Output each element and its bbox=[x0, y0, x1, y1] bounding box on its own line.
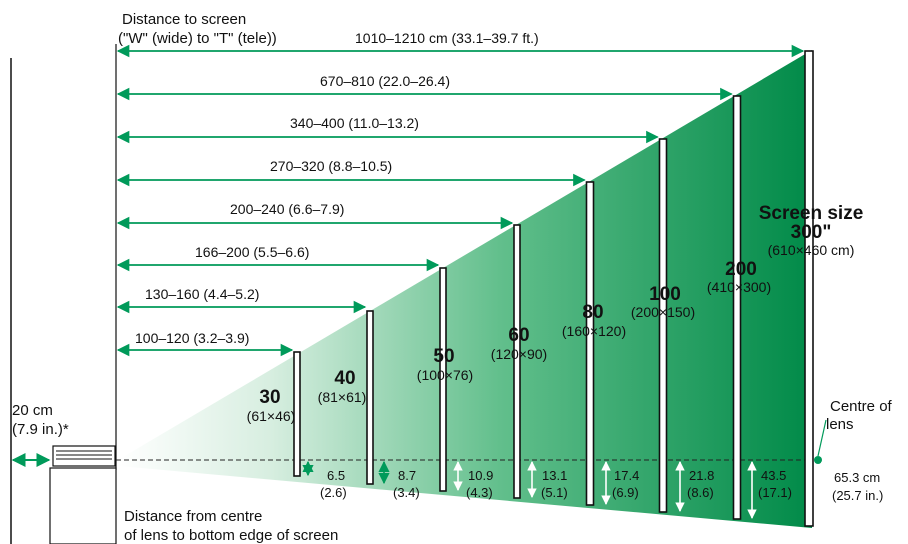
distance-label: 130–160 (4.4–5.2) bbox=[145, 286, 259, 302]
screen-size-dims: (120×90) bbox=[491, 346, 547, 362]
screen-rect bbox=[366, 310, 374, 485]
screen-rect bbox=[439, 267, 447, 492]
distance-label: 166–200 (5.5–6.6) bbox=[195, 244, 309, 260]
offset-inches: (8.6) bbox=[687, 485, 714, 500]
offset-inches: (4.3) bbox=[466, 485, 493, 500]
lens-label-line1: Centre of bbox=[830, 398, 893, 415]
screen-rect bbox=[732, 95, 742, 520]
screen-size-number: 80 bbox=[582, 302, 603, 323]
projector-stand bbox=[49, 467, 117, 544]
distance-label: 1010–1210 cm (33.1–39.7 ft.) bbox=[355, 30, 539, 46]
screen-size-dims: (160×120) bbox=[562, 323, 626, 339]
offset-value: 10.9 bbox=[468, 468, 493, 483]
screen-size-title: Screen size bbox=[759, 203, 864, 224]
distance-label: 340–400 (11.0–13.2) bbox=[290, 115, 419, 131]
distance-subtitle: ("W" (wide) to "T" (tele)) bbox=[118, 30, 277, 47]
screen-rect bbox=[585, 181, 595, 506]
offset-value: 65.3 cm bbox=[834, 470, 880, 485]
wall-clearance-inches: (7.9 in.)* bbox=[12, 421, 69, 438]
offset-value: 21.8 bbox=[689, 468, 714, 483]
offset-value: 6.5 bbox=[327, 468, 345, 483]
screen-size-dims: (61×46) bbox=[247, 408, 296, 424]
screen-rect bbox=[293, 351, 301, 477]
lens-label-leader bbox=[817, 419, 827, 457]
screens: 30(61×46) 40(81×61) 50(100×76) 60(120×90) 80… bbox=[247, 50, 855, 527]
lens-label-line2: lens bbox=[826, 416, 854, 433]
projection-beam bbox=[118, 50, 812, 528]
offset-inches: (25.7 in.) bbox=[832, 488, 883, 503]
offset-inches: (5.1) bbox=[541, 485, 568, 500]
distance-arrows: 100–120 (3.2–3.9) 130–160 (4.4–5.2) 166–20… bbox=[116, 30, 805, 357]
screen-rect bbox=[658, 138, 668, 513]
screen-size-number: 200 bbox=[725, 259, 757, 280]
projector bbox=[49, 445, 117, 544]
offset-inches: (17.1) bbox=[758, 485, 792, 500]
offset-inches: (6.9) bbox=[612, 485, 639, 500]
screen-size-number: 40 bbox=[334, 368, 355, 389]
screen-size-number: 100 bbox=[649, 284, 681, 305]
distance-label: 200–240 (6.6–7.9) bbox=[230, 201, 344, 217]
screen-size-number: 30 bbox=[259, 387, 280, 408]
offset-arrows: 6.5 (2.6) 8.7 (3.4) 10.9 (4.3) 13.1 (5.1) 17.4 (6… bbox=[302, 460, 883, 526]
offset-caption-line1: Distance from centre bbox=[124, 508, 262, 525]
projector-body bbox=[52, 445, 116, 467]
offset-value: 13.1 bbox=[542, 468, 567, 483]
distance-label: 670–810 (22.0–26.4) bbox=[320, 73, 450, 89]
screen-rect bbox=[804, 50, 814, 527]
screen-size-dims: (100×76) bbox=[417, 367, 473, 383]
screen-size-dims: (81×61) bbox=[318, 389, 367, 405]
screen-size-number: 60 bbox=[508, 325, 529, 346]
lens-centre-dot bbox=[814, 456, 822, 464]
screen-size-dims: (200×150) bbox=[631, 304, 695, 320]
screen-size-number: 50 bbox=[433, 346, 454, 367]
screen-rect bbox=[513, 224, 521, 499]
offset-inches: (2.6) bbox=[320, 485, 347, 500]
screen-size-dims: (410×300) bbox=[707, 279, 771, 295]
distance-label: 100–120 (3.2–3.9) bbox=[135, 330, 249, 346]
distance-title: Distance to screen bbox=[122, 11, 246, 28]
offset-caption-line2: of lens to bottom edge of screen bbox=[124, 527, 338, 544]
distance-label: 270–320 (8.8–10.5) bbox=[270, 158, 392, 174]
screen-size-dims: (610×460 cm) bbox=[768, 242, 855, 258]
screen-size-number: 300" bbox=[791, 222, 832, 243]
offset-inches: (3.4) bbox=[393, 485, 420, 500]
offset-value: 43.5 bbox=[761, 468, 786, 483]
offset-value: 17.4 bbox=[614, 468, 639, 483]
offset-value: 8.7 bbox=[398, 468, 416, 483]
wall-clearance-value: 20 cm bbox=[12, 402, 53, 419]
